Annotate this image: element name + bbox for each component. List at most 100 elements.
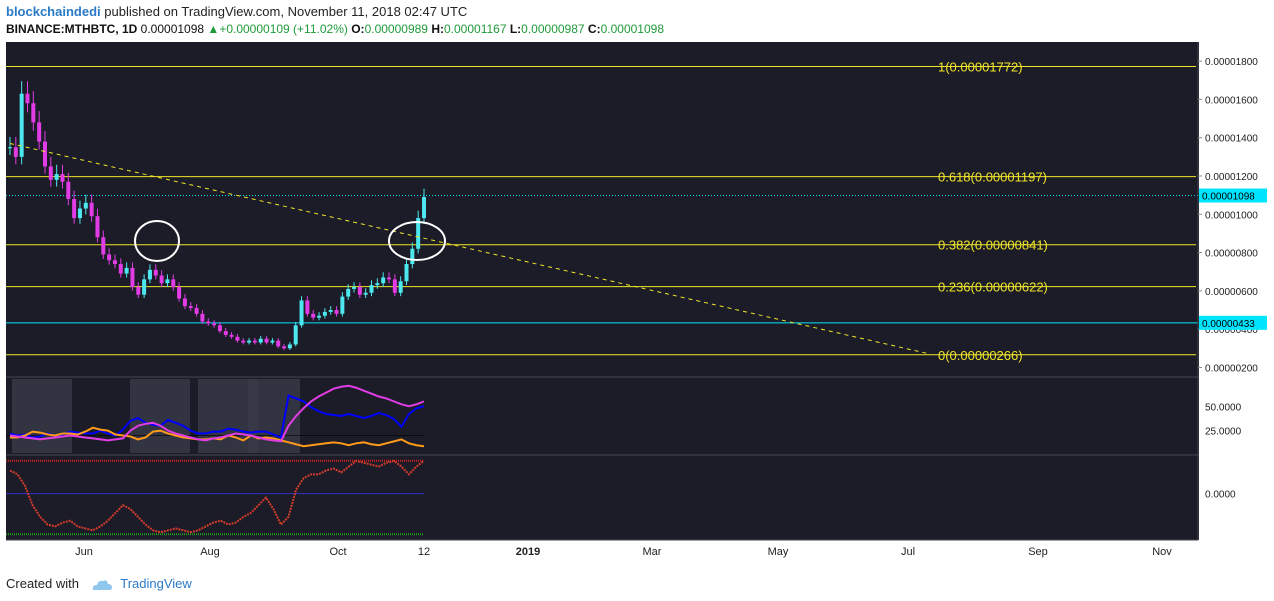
candle-body <box>112 260 117 265</box>
candle-body <box>422 197 426 219</box>
candle-body <box>398 281 403 293</box>
candle-body <box>270 340 275 343</box>
y-tick-label: 0.00000400 <box>1205 325 1258 336</box>
last-price: 0.00001098 <box>140 22 205 36</box>
candle-body <box>165 279 170 284</box>
candle-body <box>25 93 30 104</box>
author-link[interactable]: blockchaindedi <box>6 4 101 19</box>
x-tick-label: 12 <box>418 546 430 558</box>
candle-body <box>311 313 316 318</box>
candle-body <box>72 198 77 219</box>
indicator-shade <box>248 379 300 453</box>
candle-body <box>153 269 158 276</box>
x-tick-label: Oct <box>329 546 346 558</box>
fib-level-label: 0.236(0.00000622) <box>938 280 1048 295</box>
candle-body <box>287 344 292 349</box>
indicator-2-series <box>9 459 425 534</box>
candle-body <box>77 208 82 219</box>
price-axis-background <box>1199 42 1268 540</box>
candle-body <box>340 296 345 314</box>
high-value: 0.00001167 <box>443 22 507 36</box>
candle-body <box>247 340 252 343</box>
y-tick-label: 0.00001400 <box>1205 134 1258 145</box>
up-triangle-icon: ▲ <box>207 22 220 36</box>
open-value: 0.00000989 <box>364 22 428 36</box>
candle-body <box>363 292 368 295</box>
last-price-label: 0.00001098 <box>1202 192 1255 203</box>
fib-level-label: 0(0.00000266) <box>938 348 1023 363</box>
highlight-ellipse <box>388 221 446 261</box>
candle-body <box>258 338 263 343</box>
candle-body <box>241 340 246 343</box>
candle-body <box>369 285 374 293</box>
candle-body <box>381 277 386 284</box>
candle-body <box>66 181 71 199</box>
candle-body <box>171 279 176 288</box>
candle-body <box>142 279 147 295</box>
y-tick-label: 0.00000200 <box>1205 363 1258 374</box>
y-tick-label: 0.00001200 <box>1205 172 1258 183</box>
candle-body <box>48 166 53 180</box>
candle-body <box>130 267 135 288</box>
candle-body <box>8 147 12 149</box>
candle-body <box>217 325 222 332</box>
footer: Created with TradingView <box>6 576 192 591</box>
fib-level-label: 0.382(0.00000841) <box>938 238 1048 253</box>
candle-body <box>194 308 199 314</box>
candle-body <box>223 331 228 335</box>
support-level-label: 0.00000433 <box>1202 319 1255 330</box>
candle-body <box>54 174 59 180</box>
symbol-info: BINANCE:MTHBTC, 1D 0.00001098 ▲+0.000001… <box>6 22 664 36</box>
candle-body <box>387 277 392 280</box>
candle-body <box>392 279 397 293</box>
indicator-1-layer <box>6 379 425 453</box>
candle-body <box>229 334 234 337</box>
candle-body <box>182 298 187 307</box>
candle-body <box>410 248 415 265</box>
close-label: C: <box>587 22 601 36</box>
candle-body <box>107 254 112 261</box>
fib-layer: 1(0.00001772) 0.618(0.00001197) 0.382(0.00… <box>6 60 1198 363</box>
candle-body <box>212 323 217 326</box>
candle-body <box>83 202 88 209</box>
candle-body <box>37 122 42 142</box>
candle-body <box>101 237 106 255</box>
last-price-tag <box>1199 188 1267 203</box>
candle-body <box>89 202 94 217</box>
chart-canvas[interactable]: 1(0.00001772) 0.618(0.00001197) 0.382(0.00… <box>0 40 1274 570</box>
high-label: H: <box>431 22 444 36</box>
candle-body <box>188 306 193 309</box>
trendline <box>9 142 931 355</box>
x-tick-label: Mar <box>643 546 662 558</box>
x-tick-label: Sep <box>1028 546 1048 558</box>
candle-body <box>252 340 257 343</box>
candle-body <box>322 311 327 316</box>
low-label: L: <box>509 22 522 36</box>
candle-body <box>305 300 310 314</box>
price-layer <box>8 81 931 355</box>
candle-body <box>200 313 205 322</box>
close-value: 0.00001098 <box>600 22 664 36</box>
candle-body <box>404 264 409 282</box>
created-with-text: Created with <box>6 576 79 591</box>
candle-body <box>346 288 351 297</box>
candle-body <box>95 216 100 238</box>
indicator-shade <box>12 379 72 453</box>
candle-body <box>416 218 421 249</box>
symbol-label: BINANCE:MTHBTC, 1D <box>6 22 138 36</box>
x-tick-label: Jun <box>75 546 93 558</box>
tradingview-cloud-icon <box>92 579 112 590</box>
tradingview-link[interactable]: TradingView <box>120 576 192 591</box>
candle-body <box>118 264 123 274</box>
candle-body <box>317 315 322 318</box>
publish-info: blockchaindedi published on TradingView.… <box>6 4 467 19</box>
x-tick-label: May <box>768 546 789 558</box>
candle-body <box>42 141 47 167</box>
candle-body <box>13 147 18 157</box>
candle-body <box>177 287 182 299</box>
price-change: +0.00000109 (+11.02%) <box>219 22 348 36</box>
x-tick-label: 2019 <box>516 546 540 558</box>
candle-body <box>60 174 65 182</box>
indicator-1-series <box>9 384 425 443</box>
indicator-1-series <box>9 394 425 439</box>
